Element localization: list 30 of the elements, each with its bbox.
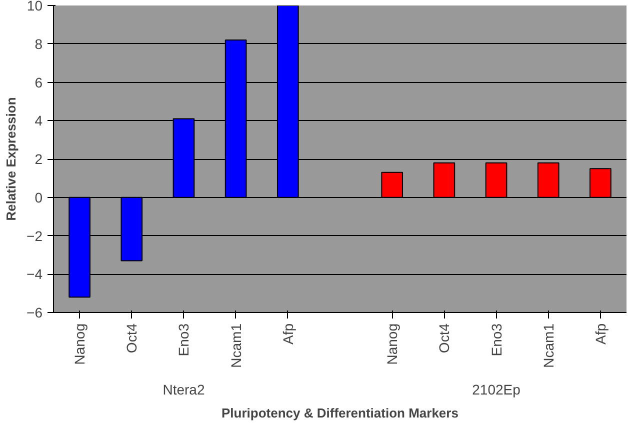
x-tick-label: Nanog — [384, 323, 400, 365]
x-tick-label: Afp — [280, 323, 296, 345]
y-tick-label: 2 — [34, 151, 43, 167]
bar — [485, 162, 508, 198]
x-tick-label: Oct4 — [436, 323, 452, 354]
y-tick-label: −6 — [26, 304, 43, 320]
x-tick-label: Ncam1 — [540, 323, 556, 368]
x-tick-label: Afp — [592, 323, 608, 345]
bar — [120, 196, 143, 262]
y-tick-label: 10 — [26, 0, 43, 14]
x-tick-label: Ncam1 — [228, 323, 244, 368]
x-axis-title: Pluripotency & Differentiation Markers — [222, 406, 458, 420]
y-tick-label: 8 — [34, 36, 43, 52]
bar — [590, 168, 612, 198]
y-tick-label: 0 — [34, 189, 43, 206]
y-tick-label: 6 — [34, 74, 43, 90]
x-tick-label: Nanog — [72, 323, 88, 365]
bar — [381, 172, 404, 198]
bar — [172, 118, 195, 198]
bar — [537, 162, 560, 198]
x-tick-label: Oct4 — [124, 323, 140, 354]
y-tick-label: −4 — [26, 266, 43, 282]
bar — [433, 162, 456, 198]
text: Ntera2 — [162, 382, 205, 398]
y-tick-label: −2 — [26, 228, 43, 244]
y-axis-title: Relative Expression — [4, 97, 19, 221]
y-tick-label: 4 — [34, 112, 43, 129]
text: 2102Ep — [472, 382, 521, 398]
x-tick-label: Eno3 — [488, 323, 504, 356]
x-tick-label: Eno3 — [176, 323, 192, 356]
